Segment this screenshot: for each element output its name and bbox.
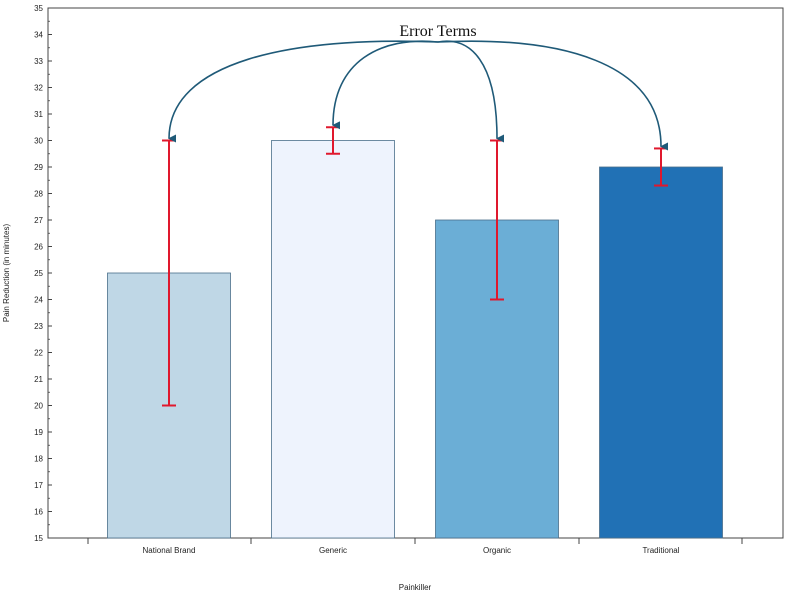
x-axis: National Brand Generic Organic Traditional bbox=[87, 538, 743, 555]
x-tick-label: Organic bbox=[483, 546, 511, 555]
x-tick-label: Generic bbox=[319, 546, 347, 555]
error-bars-layer bbox=[162, 126, 668, 407]
annotation-arrow bbox=[168, 40, 439, 143]
y-tick-label: 30 bbox=[34, 137, 43, 146]
y-axis: 15 16 17 18 19 20 21 22 23 24 25 26 27 28 29 30 31 32 33 34… bbox=[34, 4, 52, 543]
y-tick-label: 24 bbox=[34, 296, 43, 305]
y-tick-label: 28 bbox=[34, 190, 43, 199]
annotation-arrow bbox=[332, 40, 439, 130]
y-tick-label: 34 bbox=[34, 31, 43, 40]
y-tick-label: 18 bbox=[34, 455, 43, 464]
y-axis-title: Pain Reduction (in minutes) bbox=[2, 224, 11, 323]
y-tick-label: 16 bbox=[34, 508, 43, 517]
y-tick-label: 17 bbox=[34, 481, 43, 490]
x-tick-label: National Brand bbox=[143, 546, 196, 555]
y-tick-label: 31 bbox=[34, 110, 43, 119]
y-tick-label: 35 bbox=[34, 4, 43, 13]
annotation-layer: Error Terms bbox=[168, 23, 669, 151]
y-tick-label: 26 bbox=[34, 243, 43, 252]
y-tick-label: 22 bbox=[34, 349, 43, 358]
bar-generic bbox=[271, 140, 395, 539]
y-tick-label: 23 bbox=[34, 322, 43, 331]
bars-layer bbox=[107, 140, 723, 539]
y-tick-label: 33 bbox=[34, 57, 43, 66]
annotation-label: Error Terms bbox=[399, 23, 476, 40]
annotation-arrow bbox=[437, 40, 505, 143]
bar-traditional bbox=[599, 166, 723, 539]
y-tick-label: 19 bbox=[34, 428, 43, 437]
y-tick-label: 21 bbox=[34, 375, 43, 384]
annotation-arrow bbox=[437, 40, 669, 151]
y-tick-label: 25 bbox=[34, 269, 43, 278]
y-tick-label: 20 bbox=[34, 402, 43, 411]
x-tick-label: Traditional bbox=[642, 546, 679, 555]
y-tick-label: 29 bbox=[34, 163, 43, 172]
y-tick-label: 27 bbox=[34, 216, 43, 225]
y-tick-label: 32 bbox=[34, 84, 43, 93]
x-axis-title: Painkiller bbox=[399, 583, 432, 592]
y-tick-label: 15 bbox=[34, 534, 43, 543]
